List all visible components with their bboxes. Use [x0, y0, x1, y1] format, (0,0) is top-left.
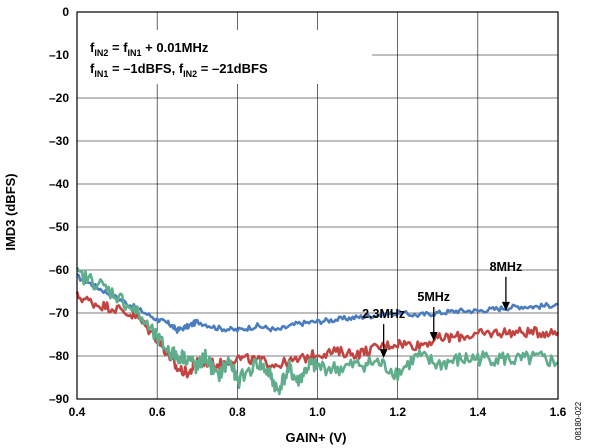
y-tick-label: –70: [49, 306, 69, 320]
y-tick-labels: 0 –10 –20 –30 –40 –50 –60 –70 –80 –90: [49, 5, 69, 406]
y-tick-label: 0: [62, 5, 69, 19]
x-axis-label: GAIN+ (V): [285, 430, 346, 445]
condition-line-1: fIN2 = fIN1 + 0.01MHz: [90, 40, 209, 58]
y-tick-label: –30: [49, 134, 69, 148]
y-tick-label: –90: [49, 392, 69, 406]
plot-frame: [76, 11, 559, 400]
annotation-5mhz: 5MHz: [417, 290, 450, 304]
series-line-2-3mhz: [75, 266, 559, 396]
annotation-arrow-head: [429, 331, 438, 341]
y-tick-label: –10: [49, 48, 69, 62]
annotation-arrow-head: [501, 301, 510, 311]
x-tick-label: 0.8: [229, 405, 246, 419]
annotation-2-3mhz: 2.3MHz: [362, 307, 405, 321]
y-tick-label: –40: [49, 177, 69, 191]
conditions-box: [77, 30, 372, 84]
y-tick-label: –20: [49, 91, 69, 105]
series-line-5mhz: [75, 291, 560, 379]
x-tick-label: 1.2: [389, 405, 406, 419]
y-tick-label: –60: [49, 263, 69, 277]
x-tick-label: 0.6: [149, 405, 166, 419]
figure-id: 08180-022: [574, 401, 583, 440]
x-tick-label: 0.4: [69, 405, 86, 419]
y-tick-label: –80: [49, 349, 69, 363]
x-tick-label: 1.4: [469, 405, 486, 419]
annotations: 8MHz 5MHz 2.3MHz: [362, 260, 523, 359]
y-tick-label: –50: [49, 220, 69, 234]
annotation-8mhz: 8MHz: [490, 260, 523, 274]
annotation-arrow-head: [379, 349, 388, 359]
y-axis-label: IMD3 (dBFS): [3, 173, 18, 250]
series-lines: [75, 266, 560, 396]
condition-line-2: fIN1 = –1dBFS, fIN2 = –21dBFS: [90, 61, 268, 79]
series-line-8mhz: [76, 273, 559, 334]
x-tick-label: 1.6: [550, 405, 567, 419]
x-tick-labels: 0.4 0.6 0.8 1.0 1.2 1.4 1.6: [69, 405, 567, 419]
x-tick-label: 1.0: [309, 405, 326, 419]
